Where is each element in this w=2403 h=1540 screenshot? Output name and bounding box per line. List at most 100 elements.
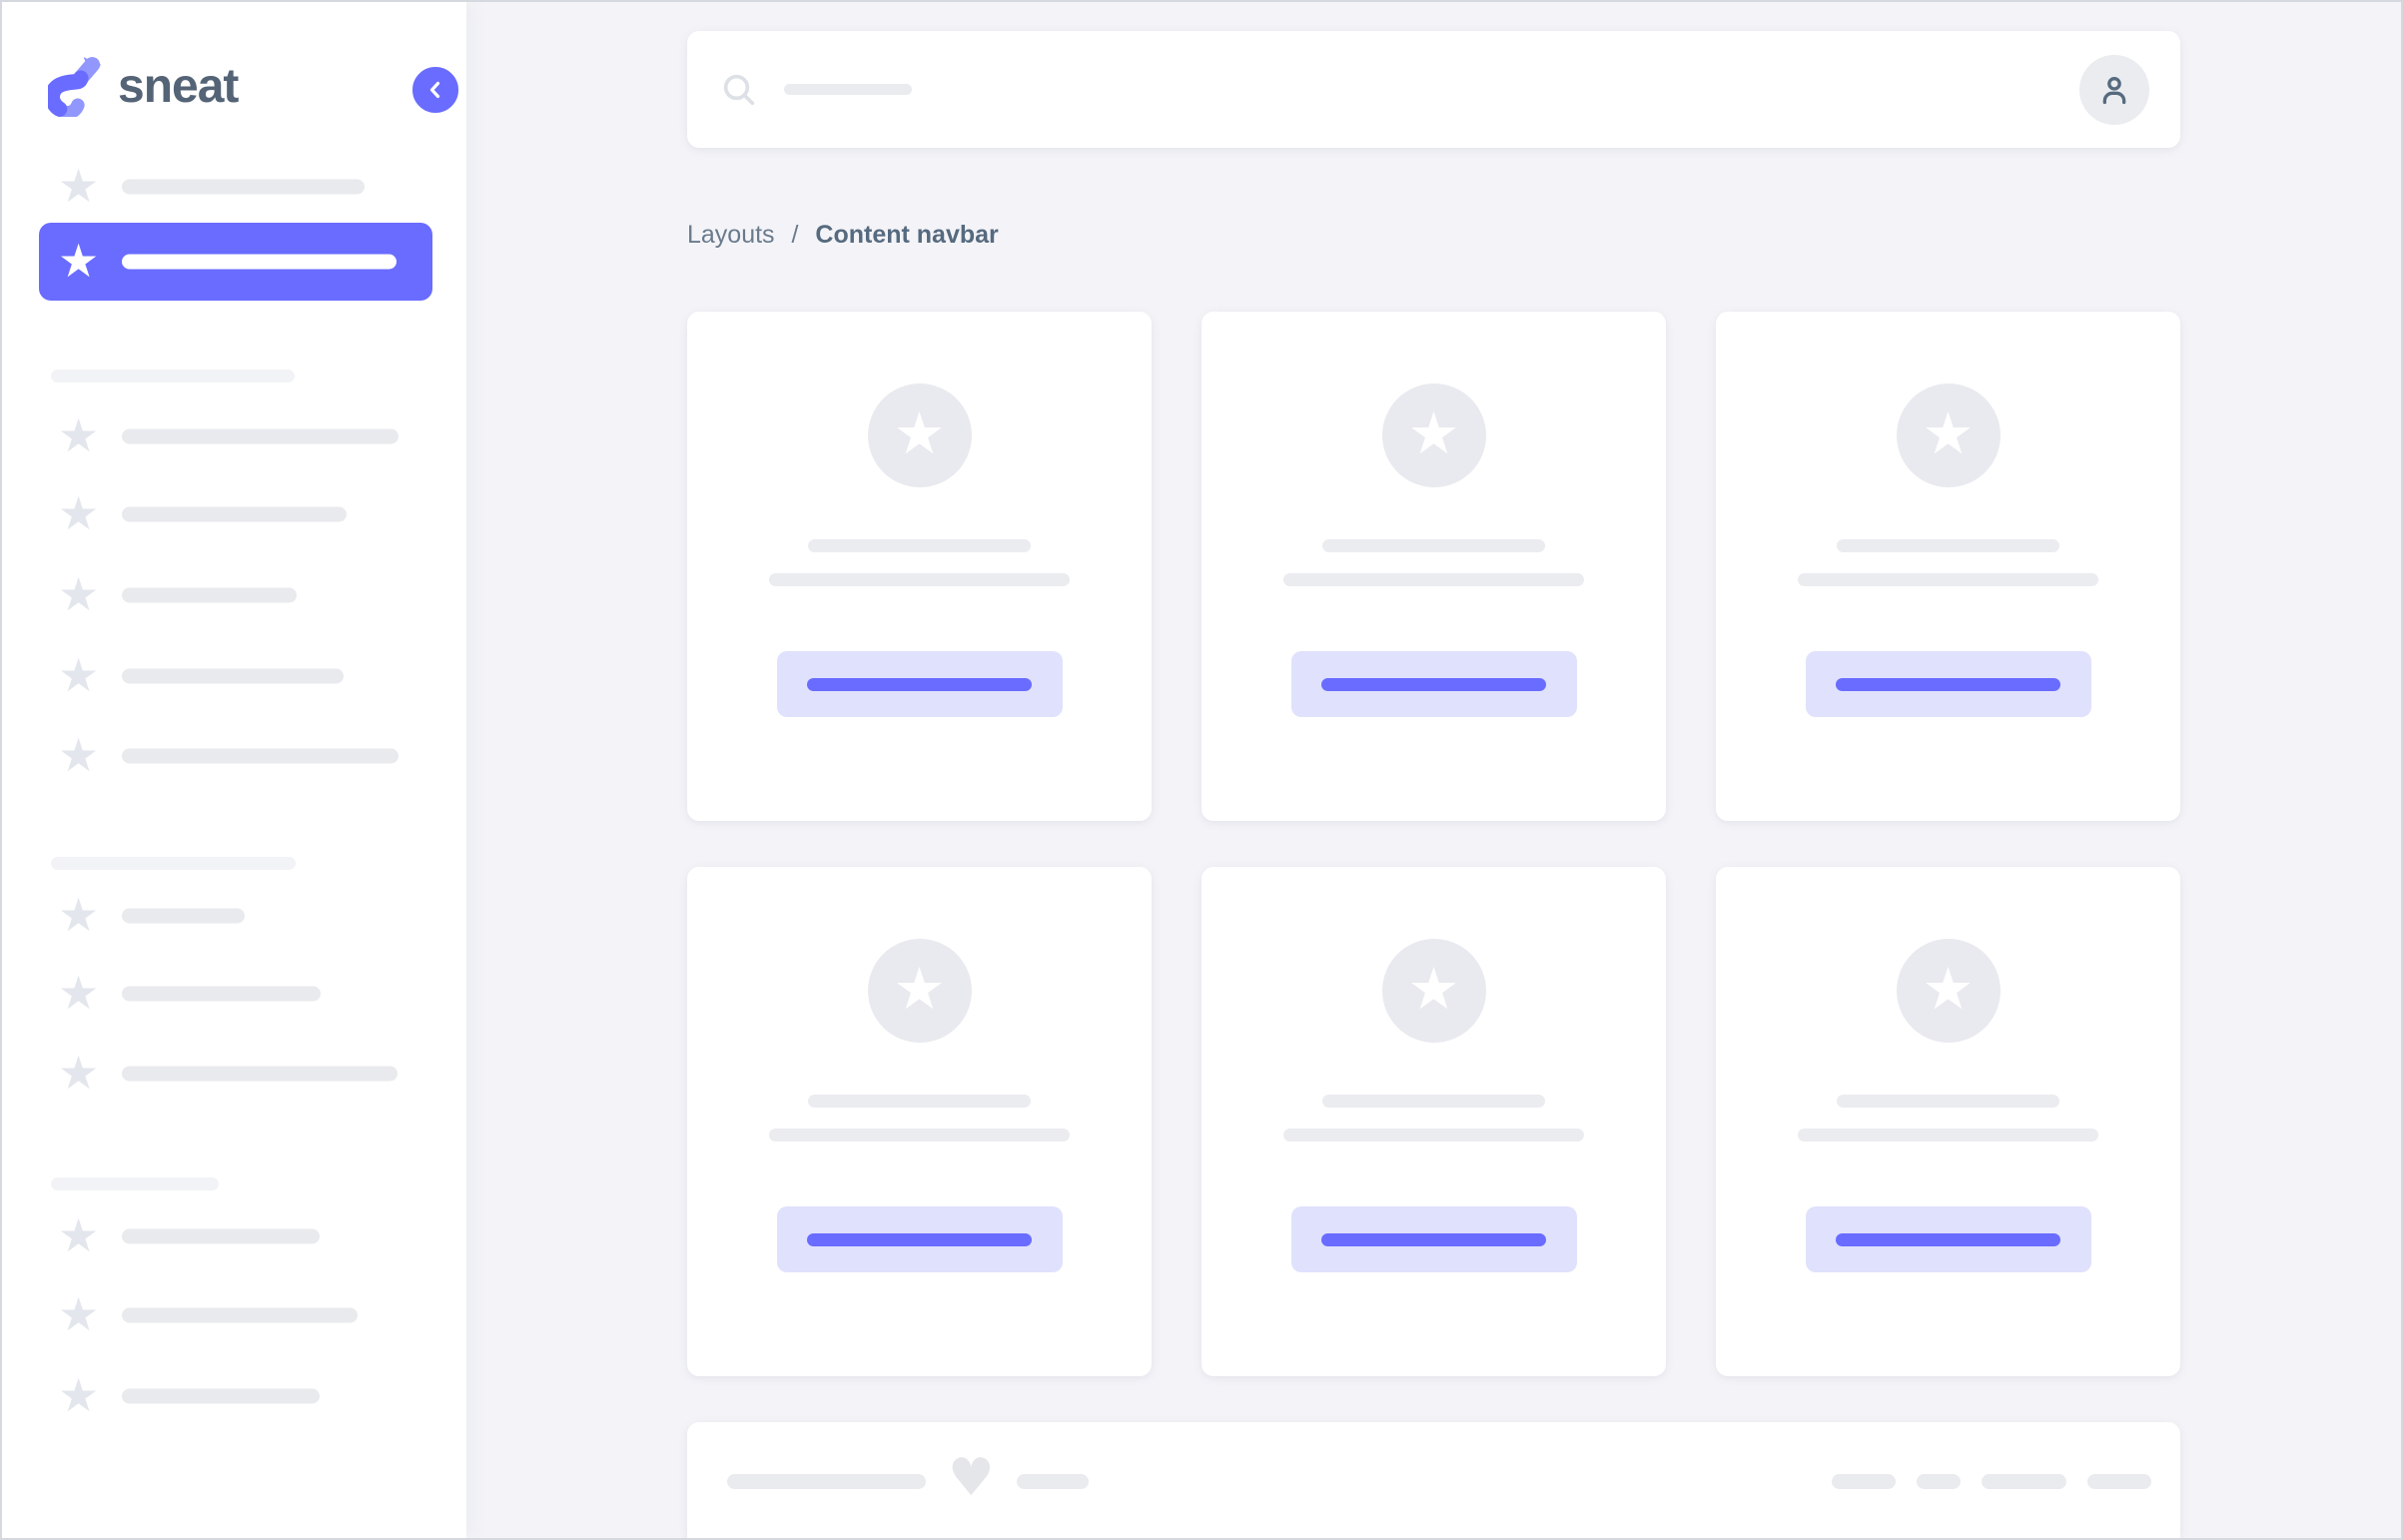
card-avatar-circle: ★ (1381, 939, 1486, 1043)
skeleton-bar (122, 1307, 358, 1323)
sidebar-item[interactable]: ★ (2, 1196, 466, 1276)
star-icon: ★ (1922, 955, 1975, 1023)
breadcrumb-current: Content navbar (815, 221, 999, 249)
skeleton-bar (122, 908, 245, 924)
search-placeholder-bar (784, 84, 912, 95)
skeleton-bar[interactable] (1982, 1473, 2066, 1489)
menu-section-divider (51, 370, 295, 383)
skeleton-bar (122, 506, 347, 522)
skeleton-bar (122, 179, 365, 195)
sidebar-item-active[interactable]: ★ (39, 223, 432, 301)
star-icon: ★ (893, 955, 946, 1023)
skeleton-line (1283, 1129, 1584, 1142)
skeleton-bar (1836, 677, 2060, 691)
skeleton-bar (122, 428, 399, 444)
card-button[interactable] (1805, 1206, 2091, 1272)
sidebar-item[interactable]: ★ (2, 474, 466, 554)
bottom-card-pagination (1832, 1473, 2151, 1489)
placeholder-card: ★ (687, 312, 1152, 821)
card-button[interactable] (776, 1206, 1063, 1272)
star-icon: ★ (58, 1287, 100, 1342)
star-icon: ★ (58, 1046, 100, 1101)
star-icon: ★ (58, 234, 100, 289)
sidebar-item[interactable]: ★ (2, 954, 466, 1034)
skeleton-bar (122, 668, 344, 684)
sidebar-item[interactable]: ★ (2, 716, 466, 796)
skeleton-line (1837, 1095, 2059, 1108)
card-avatar-circle: ★ (867, 939, 972, 1043)
search-input[interactable] (719, 70, 912, 110)
skeleton-bar[interactable] (1832, 1473, 1896, 1489)
skeleton-bar (1321, 1232, 1546, 1246)
skeleton-line (1798, 1129, 2098, 1142)
skeleton-line (1837, 539, 2059, 552)
skeleton-line (1322, 1095, 1545, 1108)
skeleton-line (808, 1095, 1031, 1108)
card-button[interactable] (776, 651, 1063, 717)
skeleton-line (808, 539, 1031, 552)
skeleton-bar (807, 1232, 1032, 1246)
breadcrumb: Layouts / Content navbar (687, 220, 2180, 250)
skeleton-bar (122, 1066, 398, 1082)
sidebar-item[interactable]: ★ (2, 876, 466, 956)
sidebar-item[interactable]: ★ (2, 396, 466, 476)
menu-section-divider (51, 1177, 219, 1190)
bottom-card-left-group: ♥ (727, 1448, 1089, 1508)
star-icon: ★ (58, 486, 100, 541)
star-icon: ★ (1407, 955, 1460, 1023)
sidebar-item[interactable]: ★ (2, 147, 466, 227)
star-icon: ★ (58, 728, 100, 783)
star-icon: ★ (58, 408, 100, 463)
placeholder-card: ★ (1202, 312, 1666, 821)
sidebar: sneat ★ ★ ★ ★ ★ ★ ★ ★ ★ ★ ★ ★ ★ (2, 2, 466, 1538)
card-button[interactable] (1290, 1206, 1577, 1272)
skeleton-bar[interactable] (1917, 1473, 1961, 1489)
skeleton-bar (122, 748, 399, 764)
skeleton-bar (122, 587, 297, 603)
card-button[interactable] (1290, 651, 1577, 717)
skeleton-line (1283, 573, 1584, 586)
sidebar-item[interactable]: ★ (2, 1275, 466, 1355)
content-container: Layouts / Content navbar ★ ★ ★ ★ ★ ★ ♥ (687, 31, 2180, 1538)
sidebar-item[interactable]: ★ (2, 1356, 466, 1436)
sidebar-item[interactable]: ★ (2, 1034, 466, 1114)
star-icon: ★ (893, 399, 946, 467)
skeleton-bar (1016, 1473, 1089, 1489)
sidebar-item[interactable]: ★ (2, 636, 466, 716)
brand[interactable]: sneat (48, 46, 239, 126)
star-icon: ★ (1407, 399, 1460, 467)
person-icon (2102, 76, 2126, 104)
brand-name: sneat (118, 59, 239, 113)
breadcrumb-link-layouts[interactable]: Layouts (687, 221, 775, 249)
breadcrumb-separator: / (791, 221, 799, 249)
skeleton-bar[interactable] (2087, 1473, 2151, 1489)
card-button[interactable] (1805, 651, 2091, 717)
skeleton-bar (727, 1473, 926, 1489)
user-avatar-button[interactable] (2079, 54, 2149, 125)
placeholder-card: ★ (687, 867, 1152, 1376)
skeleton-bar (1836, 1232, 2060, 1246)
placeholder-card: ★ (1202, 867, 1666, 1376)
star-icon: ★ (58, 888, 100, 943)
star-icon: ★ (58, 966, 100, 1021)
sidebar-menu: ★ ★ ★ ★ ★ ★ ★ ★ ★ ★ ★ ★ ★ (2, 2, 466, 1538)
star-icon: ★ (58, 1208, 100, 1263)
heart-icon[interactable]: ♥ (948, 1448, 995, 1508)
card-avatar-circle: ★ (867, 384, 972, 487)
bottom-card: ♥ (687, 1422, 2180, 1538)
skeleton-bar (807, 677, 1032, 691)
skeleton-bar (1321, 677, 1546, 691)
sidebar-item[interactable]: ★ (2, 555, 466, 635)
star-icon: ★ (58, 648, 100, 703)
top-navbar (687, 31, 2180, 148)
sidebar-collapse-button[interactable] (404, 59, 466, 121)
star-icon: ★ (1922, 399, 1975, 467)
skeleton-line (769, 573, 1070, 586)
menu-section-divider (51, 857, 296, 870)
skeleton-bar (122, 1228, 320, 1244)
skeleton-bar (122, 986, 321, 1002)
skeleton-bar (122, 1388, 320, 1404)
sneat-logo-icon (48, 57, 102, 117)
card-avatar-circle: ★ (1381, 384, 1486, 487)
